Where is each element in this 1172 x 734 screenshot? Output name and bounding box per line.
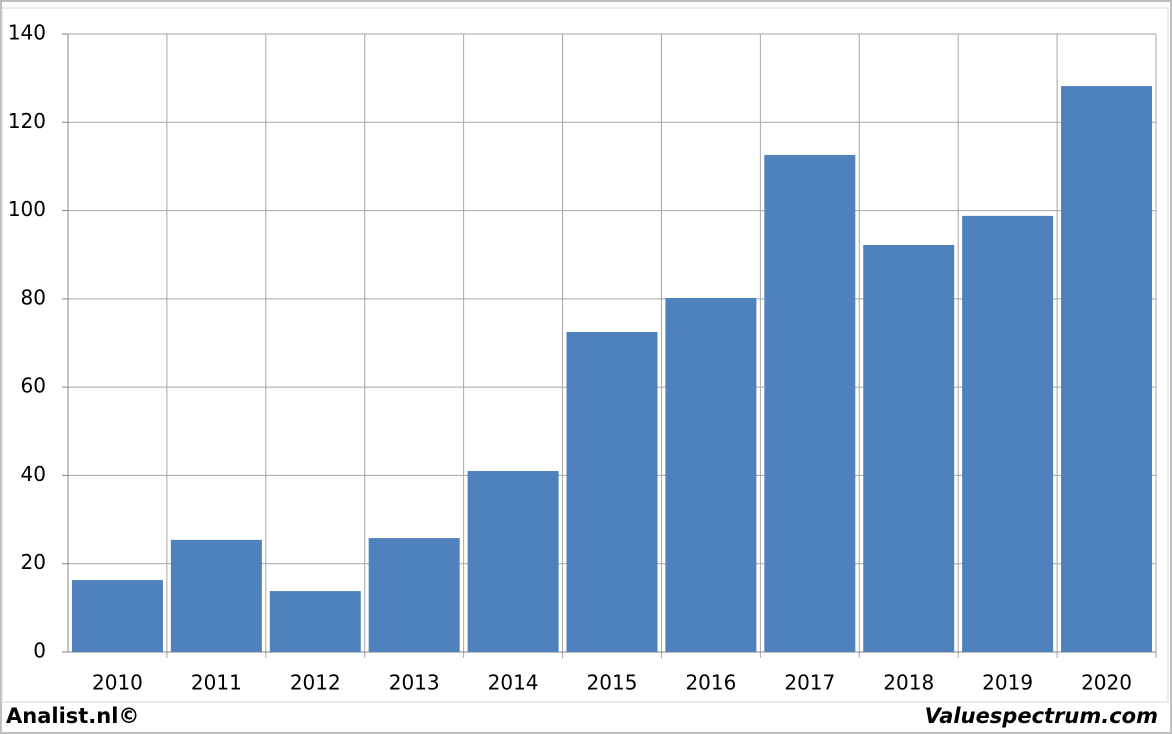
y-tick-label: 120 bbox=[8, 109, 46, 133]
y-tick-label: 100 bbox=[8, 197, 46, 221]
y-tick-label: 60 bbox=[21, 374, 46, 398]
bar bbox=[863, 245, 955, 652]
x-tick-label: 2018 bbox=[883, 671, 934, 695]
x-tick-label: 2013 bbox=[389, 671, 440, 695]
x-tick-label: 2015 bbox=[587, 671, 638, 695]
bar bbox=[368, 538, 460, 652]
bar bbox=[1061, 86, 1153, 653]
bar bbox=[467, 471, 559, 652]
x-tick-label: 2010 bbox=[92, 671, 143, 695]
y-tick-label: 0 bbox=[33, 639, 46, 663]
bar bbox=[962, 215, 1054, 652]
bar bbox=[665, 297, 757, 652]
footer-right: Valuespectrum.com bbox=[925, 704, 1158, 728]
bar bbox=[269, 591, 361, 652]
bar bbox=[764, 154, 856, 653]
footer-left: Analist.nl© bbox=[6, 704, 139, 728]
x-tick-label: 2016 bbox=[685, 671, 736, 695]
y-tick-label: 40 bbox=[21, 462, 46, 486]
bar bbox=[170, 539, 262, 652]
x-tick-label: 2019 bbox=[982, 671, 1033, 695]
bar bbox=[71, 580, 163, 652]
x-tick-label: 2012 bbox=[290, 671, 341, 695]
x-tick-label: 2017 bbox=[784, 671, 835, 695]
y-tick-label: 20 bbox=[21, 550, 46, 574]
bar bbox=[566, 331, 658, 652]
x-tick-label: 2020 bbox=[1081, 671, 1132, 695]
y-tick-label: 140 bbox=[8, 21, 46, 45]
x-tick-label: 2014 bbox=[488, 671, 539, 695]
x-tick-label: 2011 bbox=[191, 671, 242, 695]
y-tick-label: 80 bbox=[21, 285, 46, 309]
